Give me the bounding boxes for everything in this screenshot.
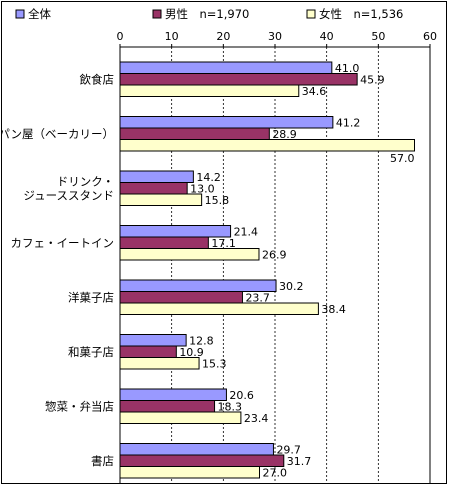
bar-全体-5	[119, 279, 277, 292]
bar-男性-7	[119, 400, 216, 413]
legend-swatch-1	[15, 9, 25, 19]
x-tick-label: 10	[165, 30, 179, 43]
legend-label-2: 男性 n=1,970	[165, 7, 249, 21]
data-label: 41.2	[336, 116, 361, 129]
x-tick-label: 20	[216, 30, 230, 43]
category-label: パン屋（ベーカリー）	[2, 127, 114, 141]
data-label: 13.0	[190, 182, 215, 195]
bar-女性-2	[119, 139, 415, 152]
bar-全体-6	[119, 334, 187, 347]
legend: 全体 男性 n=1,970 女性 n=1,536	[15, 7, 403, 21]
data-label: 30.2	[279, 280, 304, 293]
data-label: 23.7	[245, 291, 270, 304]
bar-男性-6	[119, 345, 177, 358]
category-label: 惣菜・弁当店	[45, 399, 114, 413]
category-label: 和菓子店	[68, 345, 114, 359]
data-label: 29.7	[276, 443, 301, 456]
category-label: カフェ・イートイン	[11, 236, 115, 250]
legend-label-3: 女性 n=1,536	[319, 7, 403, 21]
bar-全体-8	[119, 443, 274, 456]
data-label: 17.1	[211, 237, 236, 250]
bar-女性-8	[119, 466, 260, 479]
bar-男性-2	[119, 127, 270, 140]
x-tick-label: 40	[320, 30, 334, 43]
data-label: 14.2	[196, 171, 221, 184]
x-tick-label: 50	[371, 30, 385, 43]
x-axis: 0 10 20 30 40 50 60	[117, 30, 437, 48]
bar-男性-5	[119, 291, 243, 304]
x-tick-label: 0	[117, 30, 124, 43]
data-label: 38.4	[321, 303, 346, 316]
bar-男性-8	[119, 454, 285, 467]
category-label: ドリンク・	[57, 174, 114, 188]
legend-swatch-3	[306, 9, 316, 19]
data-label: 12.8	[189, 334, 214, 347]
data-label: 18.3	[218, 400, 243, 413]
data-label: 20.6	[229, 389, 254, 402]
data-label: 45.9	[360, 73, 385, 86]
data-label: 26.9	[262, 248, 287, 261]
data-labels: 41.045.9 34.6 41.2 28.9 57.0 14.213.015.8 21.4…	[179, 62, 414, 480]
bar-男性-4	[119, 236, 209, 249]
data-label: 28.9	[272, 128, 297, 141]
bars	[119, 61, 415, 479]
bar-全体-7	[119, 388, 227, 401]
data-label: 23.4	[244, 412, 269, 425]
bar-全体-1	[119, 61, 333, 74]
bar-女性-6	[119, 357, 200, 370]
bar-女性-7	[119, 411, 242, 424]
x-tick-label: 30	[268, 30, 282, 43]
data-label: 34.6	[302, 85, 327, 98]
bar-女性-4	[119, 248, 260, 261]
data-label: 15.8	[205, 194, 230, 207]
data-label: 57.0	[390, 152, 415, 165]
bar-chart: 全体 男性 n=1,970 女性 n=1,536 0 10 20 30 40 50 60 飲食店…	[0, 7, 437, 484]
bar-全体-3	[119, 170, 194, 183]
data-label: 31.7	[287, 455, 312, 468]
category-label: 飲食店	[80, 72, 115, 86]
data-label: 10.9	[179, 346, 204, 359]
category-label: ジューススタンド	[23, 188, 114, 202]
category-label: 洋菓子店	[68, 290, 114, 304]
bar-男性-1	[119, 73, 358, 86]
bar-女性-3	[119, 193, 203, 206]
data-label: 41.0	[335, 62, 360, 75]
legend-label-1: 全体	[28, 7, 51, 21]
category-label: 書店	[91, 454, 114, 468]
data-label: 15.3	[202, 357, 227, 370]
x-tick-label: 60	[423, 30, 437, 43]
legend-swatch-2	[152, 9, 162, 19]
bar-男性-3	[119, 182, 188, 195]
data-label: 21.4	[234, 225, 258, 238]
bar-女性-5	[119, 302, 319, 315]
data-label: 27.0	[263, 466, 288, 479]
bar-女性-1	[119, 84, 300, 97]
bar-全体-4	[119, 225, 232, 238]
bar-全体-2	[119, 116, 334, 129]
